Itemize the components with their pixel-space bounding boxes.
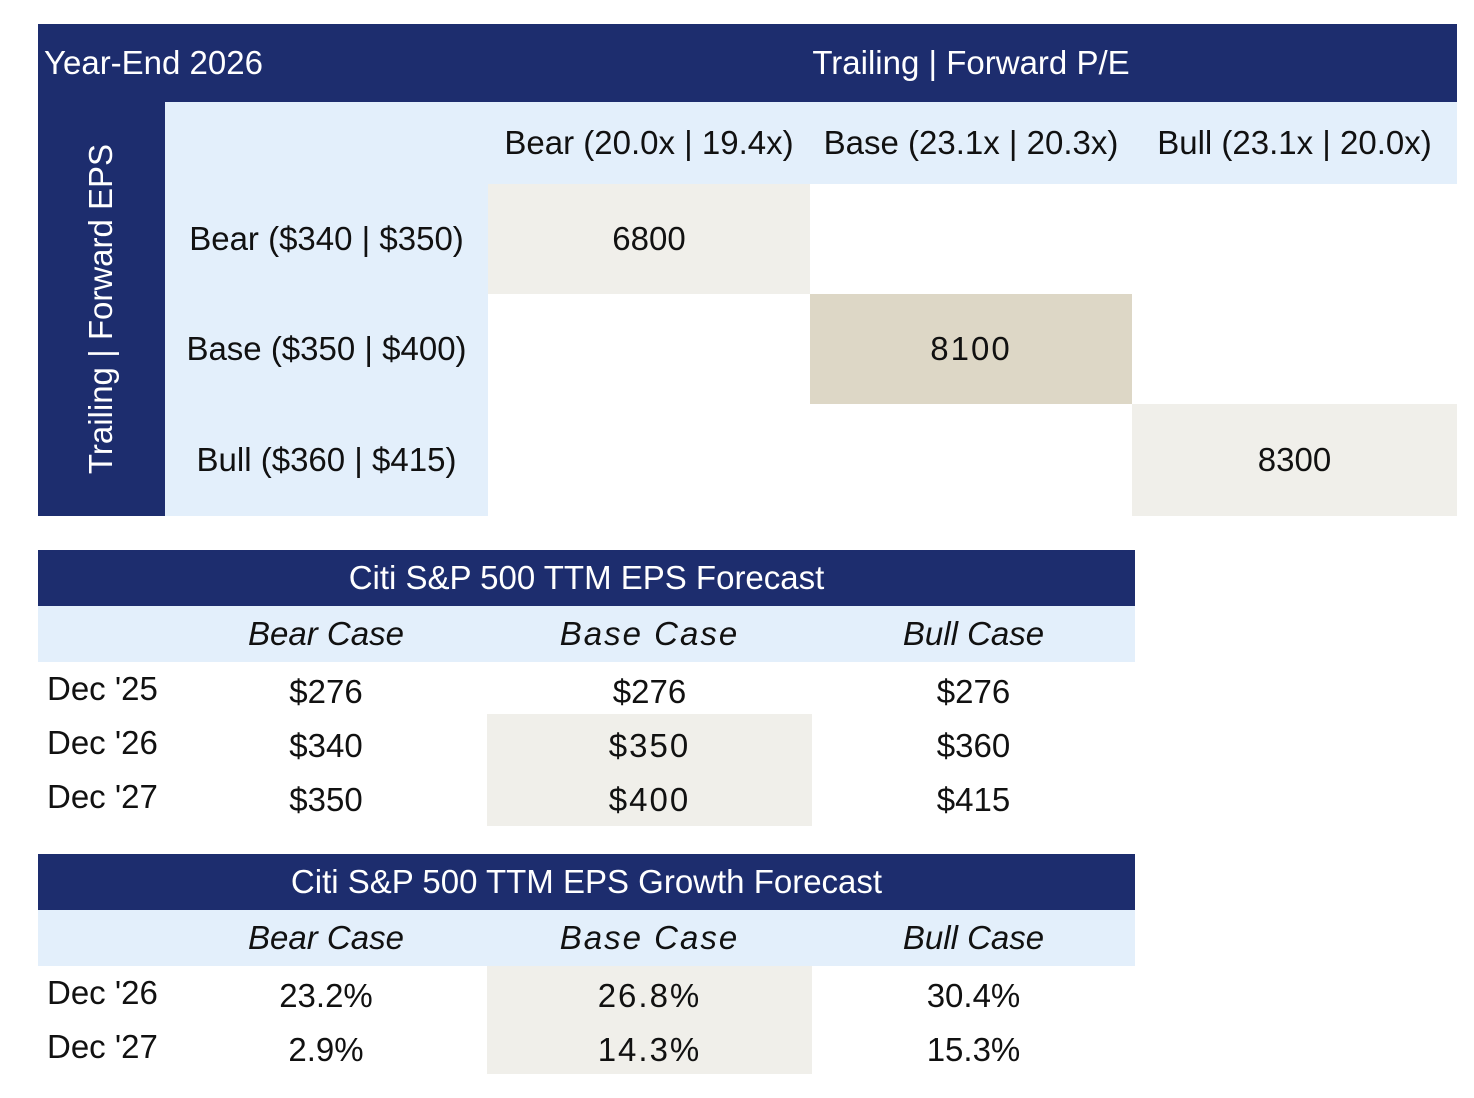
matrix-corner-title: Year-End 2026 [44,44,263,81]
eps-cell: $276 [289,673,363,710]
matrix-column-header-base: Base (23.1x | 20.3x) [823,124,1119,161]
growth-cell-highlight: 26.8% [597,977,702,1014]
growth-cell: 30.4% [926,977,1021,1014]
growth-header-bear: Bear Case [248,919,404,956]
growth-row-label: Dec '27 [47,1028,158,1065]
eps-header-base: Base Case [559,615,740,652]
matrix-row-group-title: Trailing | Forward EPS [82,143,120,475]
eps-cell: $340 [289,727,363,764]
growth-cell: 23.2% [279,977,373,1014]
eps-base-highlight [487,714,812,826]
eps-row-label: Dec '27 [47,778,158,815]
matrix-value-bear: 6800 [488,184,810,294]
valuation-matrix: Year-End 2026 Trailing | Forward P/E Tra… [0,0,1474,520]
eps-cell-highlight: $350 [608,727,691,764]
matrix-row-header-bull: Bull ($360 | $415) [196,441,457,478]
matrix-row-header-bear: Bear ($340 | $350) [189,220,464,257]
eps-cell: $276 [612,673,687,710]
growth-header-bull: Bull Case [902,919,1045,956]
growth-forecast-title: Citi S&P 500 TTM EPS Growth Forecast [38,854,1135,910]
growth-header-base: Base Case [559,919,740,956]
matrix-column-header-bull: Bull (23.1x | 20.0x) [1157,124,1432,161]
matrix-value-bull: 8300 [1132,404,1457,516]
growth-forecast-header-band [38,910,1135,966]
matrix-row-group-bar [38,102,165,516]
matrix-column-group-title: Trailing | Forward P/E [812,44,1130,81]
eps-cell: $360 [936,727,1011,764]
matrix-header-bar [38,24,1457,102]
eps-forecast-header-band [38,606,1135,662]
growth-base-highlight [487,966,812,1074]
matrix-column-header-bear: Bear (20.0x | 19.4x) [504,124,794,161]
matrix-row-header-band [165,184,488,516]
eps-row-label: Dec '26 [47,724,158,761]
eps-cell: $415 [936,781,1011,818]
eps-cell: $350 [289,781,363,818]
growth-cell-highlight: 14.3% [597,1031,702,1068]
eps-forecast-title: Citi S&P 500 TTM EPS Forecast [38,550,1135,606]
growth-row-label: Dec '26 [47,974,158,1011]
growth-cell: 2.9% [288,1031,364,1068]
growth-cell: 15.3% [926,1031,1021,1068]
matrix-value-base: 8100 [810,294,1132,404]
matrix-column-header-band [165,102,1457,184]
eps-cell-highlight: $400 [608,781,691,818]
eps-header-bull: Bull Case [902,615,1045,652]
eps-growth-forecast-table: Citi S&P 500 TTM EPS Growth Forecast Bea… [0,852,1474,1082]
eps-forecast-table: Citi S&P 500 TTM EPS Forecast Bear Case … [0,548,1474,830]
matrix-row-group-label-wrap: Trailing | Forward EPS [38,102,165,516]
matrix-row-header-base: Base ($350 | $400) [186,330,467,367]
eps-header-bear: Bear Case [248,615,404,652]
eps-row-label: Dec '25 [47,670,158,707]
eps-cell: $276 [936,673,1011,710]
